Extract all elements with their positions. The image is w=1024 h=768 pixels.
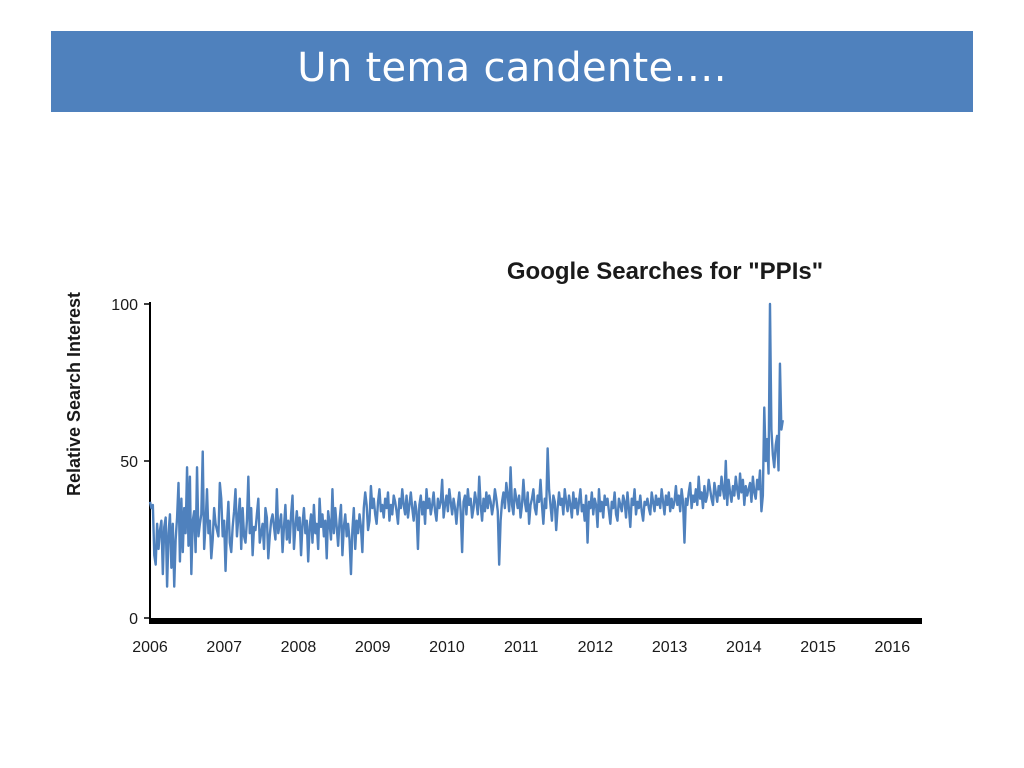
x-tick-label: 2009 [355, 639, 391, 656]
x-axis-ticks: 2006 2007 2008 2009 2010 2011 2012 2013 2014 2015… [132, 639, 910, 656]
x-tick-label: 2010 [429, 639, 465, 656]
x-tick-label: 2011 [504, 639, 539, 656]
x-tick-label: 2014 [726, 639, 762, 656]
y-axis-ticks: 0 50 100 [111, 297, 150, 628]
series-line-ppis [148, 302, 784, 588]
y-tick-label: 0 [129, 611, 138, 628]
x-tick-label: 2012 [578, 639, 614, 656]
x-tick-label: 2015 [800, 639, 836, 656]
y-axis-label: Relative Search Interest [64, 292, 84, 496]
search-interest-chart: Google Searches for "PPIs" Relative Sear… [64, 258, 922, 656]
chart-title: Google Searches for "PPIs" [507, 258, 823, 285]
y-tick-label: 50 [120, 454, 138, 471]
x-tick-label: 2013 [652, 639, 688, 656]
y-tick-label: 100 [111, 297, 138, 314]
x-tick-label: 2006 [132, 639, 168, 656]
x-tick-label: 2016 [875, 639, 911, 656]
x-tick-label: 2007 [206, 639, 242, 656]
slide-title-bar: Un tema candente…. [51, 31, 973, 112]
x-tick-label: 2008 [281, 639, 317, 656]
slide-title: Un tema candente…. [297, 44, 727, 91]
chart-container: Google Searches for "PPIs" Relative Sear… [0, 240, 1024, 670]
